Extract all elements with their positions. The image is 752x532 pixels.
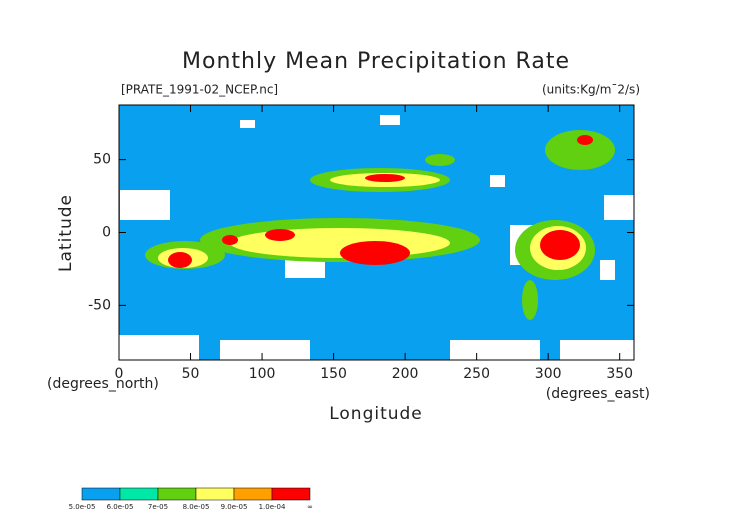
colorbar-swatch [233,487,273,501]
y-unit: (degrees_north) [47,376,159,392]
colorbar-label: 9.0e-05 [221,503,248,511]
colorbar-swatch [157,487,197,501]
colorbar-swatch [195,487,235,501]
x-tick-label: 150 [320,366,347,382]
y-tick-label: -50 [88,297,111,313]
colorbar-swatch [119,487,159,501]
colorbar-label: 7e-05 [148,503,168,511]
subtitle-left: [PRATE_1991-02_NCEP.nc] [121,83,278,97]
x-tick-label: 50 [182,366,200,382]
precip-red [168,135,593,268]
x-unit: (degrees_east) [546,386,650,402]
x-tick-label: 250 [463,366,490,382]
y-axis-title: Latitude [56,194,76,272]
field [119,105,634,360]
x-tick-label: 100 [249,366,276,382]
subtitle-right: (units:Kg/m¯2/s) [542,83,640,97]
colorbar-label: 8.0e-05 [183,503,210,511]
x-axis-title: Longitude [329,404,423,424]
x-tick-label: 0 [115,366,124,382]
colorbar-label: 6.0e-05 [107,503,134,511]
y-tick-label: 50 [93,152,111,168]
colorbar-label: 1.0e-04 [259,503,286,511]
colorbar-label: 5.0e-05 [69,503,96,511]
x-tick-label: 350 [606,366,633,382]
chart-title: Monthly Mean Precipitation Rate [182,49,570,74]
colorbar-swatch [81,487,121,501]
missing-patches [119,115,634,360]
colorbar-swatch [271,487,311,501]
y-tick-label: 0 [102,225,111,241]
colorbar-label: ∞ [307,503,313,511]
x-tick-label: 300 [535,366,562,382]
x-tick-label: 200 [392,366,419,382]
